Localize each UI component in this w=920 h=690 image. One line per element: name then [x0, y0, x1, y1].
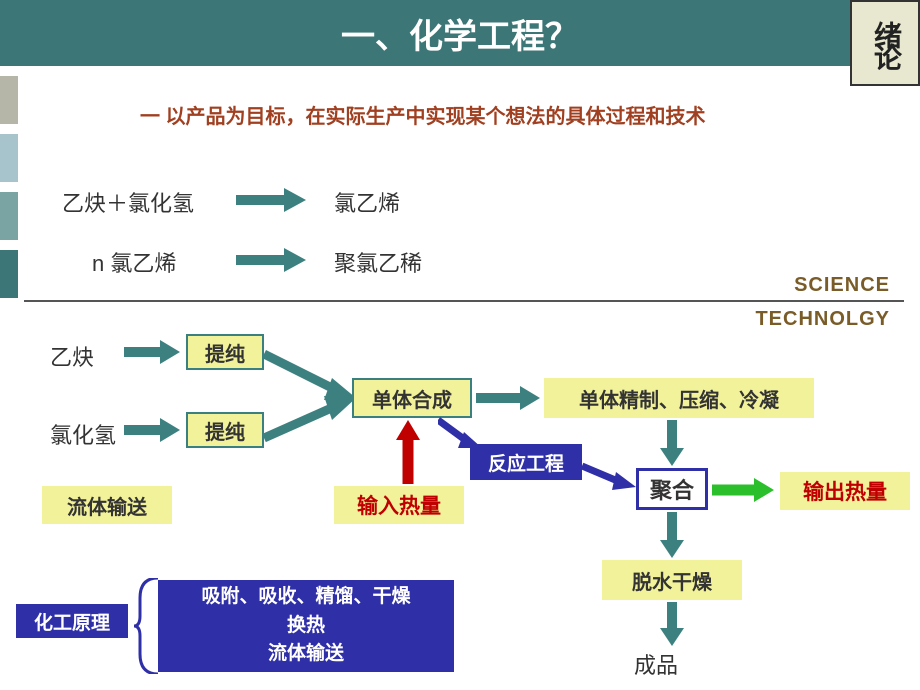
divider-line	[24, 300, 904, 302]
reaction-1-right: 氯乙烯	[334, 186, 400, 218]
side-block-3	[0, 192, 18, 240]
heat-out-label: 输出热量	[803, 476, 887, 506]
principle-line-3: 流体输送	[268, 640, 344, 669]
purify-label-2: 提纯	[205, 416, 245, 445]
react-eng-label: 反应工程	[488, 449, 564, 476]
arrow-reaction-2	[236, 248, 306, 272]
fluid-label: 流体输送	[67, 491, 147, 520]
input-hcl: 氯化氢	[50, 418, 116, 450]
reaction-2-left: n 氯乙烯	[92, 246, 176, 278]
principle-box: 化工原理	[16, 604, 128, 638]
arrow-refine-poly	[660, 420, 684, 466]
technology-label: TECHNOLGY	[755, 308, 890, 331]
purify-label-1: 提纯	[205, 338, 245, 367]
side-accent-blocks	[0, 66, 18, 298]
arrow-reacteng-poly	[582, 462, 636, 492]
principle-line-1: 吸附、吸收、精馏、干燥	[201, 583, 410, 612]
purify-box-2: 提纯	[186, 412, 264, 448]
product-label: 成品	[634, 648, 678, 680]
refine-box: 单体精制、压缩、冷凝	[544, 378, 814, 418]
science-label: SCIENCE	[794, 274, 890, 297]
principle-label: 化工原理	[34, 608, 110, 635]
react-eng-box: 反应工程	[470, 444, 582, 480]
arrow-synth-refine	[476, 386, 540, 410]
fluid-box: 流体输送	[42, 486, 172, 524]
arrow-in-1	[124, 340, 180, 364]
refine-label: 单体精制、压缩、冷凝	[579, 384, 779, 413]
arrow-poly-dry	[660, 512, 684, 558]
arrow-dry-product	[660, 602, 684, 646]
poly-box: 聚合	[636, 468, 708, 510]
subtitle: 一 以产品为目标，在实际生产中实现某个想法的具体过程和技术	[140, 100, 706, 129]
side-block-1	[0, 76, 18, 124]
arrow-purify2-synth	[264, 396, 356, 452]
dry-label: 脱水干燥	[632, 566, 712, 595]
arrow-heat-in	[396, 420, 420, 484]
arrow-reaction-1	[236, 188, 306, 212]
side-block-4	[0, 250, 18, 298]
corner-badge: 绪论	[850, 0, 920, 86]
slide-title: 一、化学工程？	[341, 9, 579, 58]
corner-badge-text: 绪论	[865, 21, 905, 65]
purify-box-1: 提纯	[186, 334, 264, 370]
heat-out-box: 输出热量	[780, 472, 910, 510]
input-acetylene: 乙炔	[50, 340, 94, 372]
slide-header: 一、化学工程？	[0, 0, 920, 66]
principle-line-2: 换热	[287, 612, 325, 641]
dry-box: 脱水干燥	[602, 560, 742, 600]
principle-list-box: 吸附、吸收、精馏、干燥 换热 流体输送	[158, 580, 454, 672]
heat-in-box: 输入热量	[334, 486, 464, 524]
side-block-2	[0, 134, 18, 182]
synth-box: 单体合成	[352, 378, 472, 418]
arrow-in-2	[124, 418, 180, 442]
poly-label: 聚合	[650, 473, 694, 505]
arrow-heat-out	[712, 478, 774, 502]
reaction-2-right: 聚氯乙稀	[334, 246, 422, 278]
synth-label: 单体合成	[372, 384, 452, 413]
reaction-1-left: 乙炔＋氯化氢	[62, 186, 194, 218]
heat-in-label: 输入热量	[357, 490, 441, 520]
bracket-icon	[134, 578, 158, 674]
